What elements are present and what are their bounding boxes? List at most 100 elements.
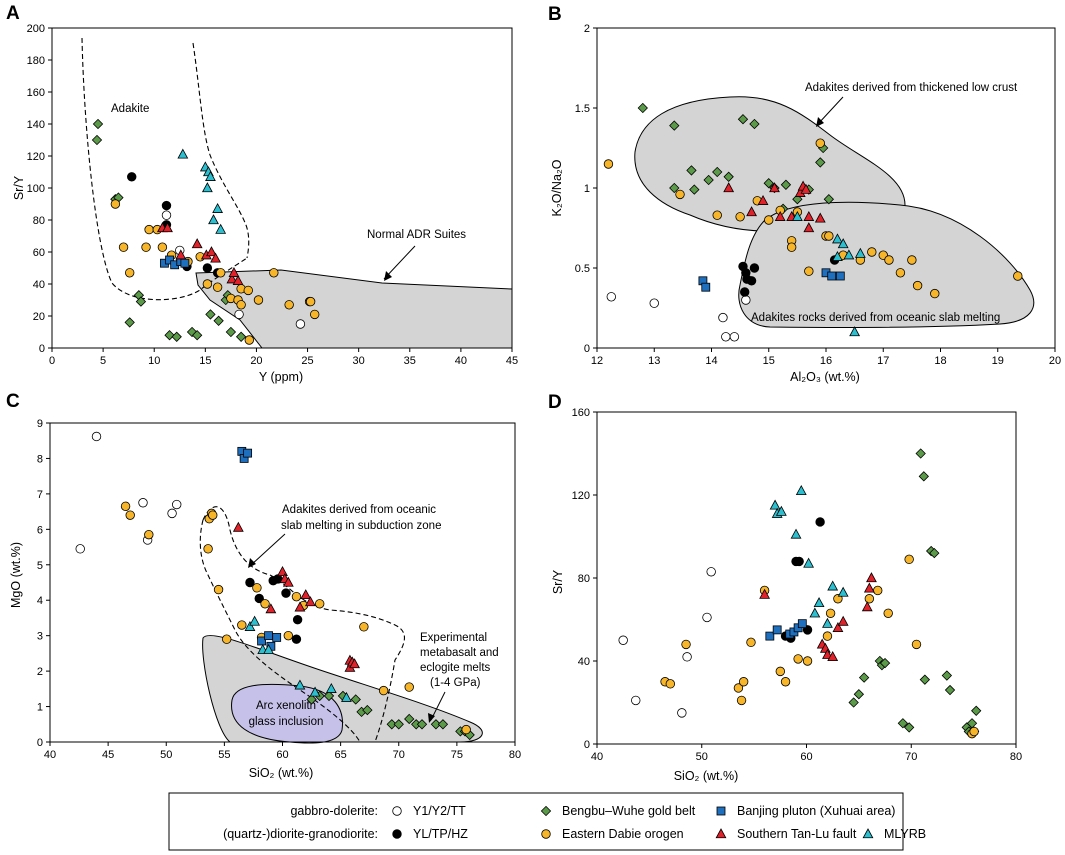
data-point-green xyxy=(712,166,723,178)
data-point-open xyxy=(682,652,692,662)
data-point-green xyxy=(437,719,449,730)
data-point-yellow xyxy=(904,554,914,565)
data-point-open xyxy=(729,332,740,342)
data-point-red xyxy=(226,273,238,284)
y-tick-label: 80 xyxy=(33,215,45,227)
annot-normal-adr: Normal ADR Suites xyxy=(367,229,466,241)
data-point-green xyxy=(386,719,397,730)
data-point-green xyxy=(792,194,803,205)
data-point-red xyxy=(162,222,173,233)
data-point-open xyxy=(718,312,728,323)
data-point-cyan xyxy=(208,214,219,225)
data-point-yellow xyxy=(824,231,834,241)
data-point-yellow xyxy=(911,639,922,650)
data-point-yellow xyxy=(930,288,940,299)
annot-arc-line1: Arc xenolith xyxy=(256,700,316,712)
data-point-red xyxy=(774,210,786,221)
panel-letter-d: D xyxy=(548,392,562,413)
marks-a xyxy=(91,118,320,345)
data-point-green xyxy=(164,330,175,341)
data-point-cyan xyxy=(854,247,866,258)
data-point-blue xyxy=(180,258,190,268)
data-point-red xyxy=(746,206,757,217)
data-point-green xyxy=(637,102,648,114)
data-point-red xyxy=(175,249,187,260)
data-point-yellow xyxy=(378,685,389,696)
axes-a: 0 5 10 15 20 25 30 35 40 45 0 20 40 60 80 100 120 140 160 1… xyxy=(27,23,518,367)
data-point-yellow xyxy=(681,639,691,650)
data-point-yellow xyxy=(746,637,756,648)
x-tick-label: 55 xyxy=(218,749,230,761)
arrow-normal-adr xyxy=(383,245,416,280)
data-point-green xyxy=(213,315,224,326)
data-point-yellow xyxy=(969,726,979,737)
data-point-black xyxy=(749,263,760,273)
x-tick-label: 45 xyxy=(102,749,114,761)
annot-slab-melting: Adakites rocks derived from oceanic slab… xyxy=(751,312,1000,324)
y-tick-label: 2 xyxy=(584,23,590,35)
data-point-black xyxy=(291,634,302,644)
data-point-open xyxy=(721,332,731,342)
data-point-green xyxy=(915,448,926,459)
panel-b: Adakites derived from thickened low crus… xyxy=(550,23,1061,384)
data-point-cyan xyxy=(849,326,861,337)
data-point-green xyxy=(723,171,734,182)
annot-thickened-crust: Adakites derived from thickened low crus… xyxy=(805,82,1018,94)
x-tick-label: 0 xyxy=(49,355,55,367)
legend-items: Y1/Y2/TT YL/TP/HZ Bengbu–Wuhe gold belt Eas… xyxy=(392,804,926,841)
data-point-black xyxy=(254,593,264,604)
x-tick-label: 20 xyxy=(1049,355,1061,367)
legend-marker-green xyxy=(540,805,552,817)
legend-row1-label: gabbro-dolerite: xyxy=(290,804,378,818)
data-point-red xyxy=(861,601,873,612)
data-point-green xyxy=(897,718,909,729)
data-point-cyan xyxy=(201,182,213,193)
legend-marker-open xyxy=(392,806,402,816)
data-point-yellow xyxy=(221,634,232,644)
arrowhead-thickened-crust xyxy=(816,117,824,127)
data-point-cyan xyxy=(249,615,261,626)
data-point-yellow xyxy=(213,584,224,595)
x-tick-label: 50 xyxy=(160,749,172,761)
legend-label-blue: Banjing pluton (Xuhuai area) xyxy=(737,804,895,818)
data-point-open xyxy=(91,431,102,442)
x-tick-label: 70 xyxy=(905,751,917,763)
data-point-yellow xyxy=(802,656,813,666)
data-point-yellow xyxy=(315,599,325,609)
data-point-blue xyxy=(701,282,711,292)
data-point-red xyxy=(191,238,203,249)
data-point-blue xyxy=(264,631,273,641)
data-point-cyan xyxy=(832,250,843,261)
data-point-cyan xyxy=(177,148,189,159)
y-tick-label: 1 xyxy=(37,702,43,714)
data-point-green xyxy=(235,331,247,342)
data-point-red xyxy=(232,274,244,285)
data-point-red xyxy=(759,588,771,599)
slab-melting-field xyxy=(738,201,1035,329)
data-point-red xyxy=(277,566,288,577)
x-tick-label: 60 xyxy=(800,751,812,763)
data-point-open xyxy=(741,295,751,305)
ylabel-a: Sr/Y xyxy=(12,175,26,200)
data-point-yellow xyxy=(864,594,875,604)
xlabel-b: Al₂O₃ (wt.%) xyxy=(790,370,860,384)
data-point-green xyxy=(404,713,415,725)
data-point-green xyxy=(971,705,982,716)
y-tick-label: 180 xyxy=(27,55,45,67)
arrowhead-slab xyxy=(248,558,256,568)
legend-label-black: YL/TP/HZ xyxy=(413,827,468,841)
data-point-open xyxy=(167,508,177,519)
data-point-red xyxy=(832,621,844,632)
panel-c: Adakites derived from oceanic slab melti… xyxy=(9,418,521,780)
y-tick-label: 40 xyxy=(578,656,590,668)
data-point-red xyxy=(282,576,294,587)
data-point-yellow xyxy=(404,682,414,692)
data-point-green xyxy=(350,694,361,705)
panel-a: Adakite Normal ADR Suites 0 5 10 15 20 25 30 35… xyxy=(12,23,518,384)
y-tick-label: 40 xyxy=(33,279,45,291)
data-point-yellow xyxy=(120,501,131,511)
x-tick-label: 80 xyxy=(509,749,521,761)
data-point-yellow xyxy=(912,280,923,291)
data-point-cyan xyxy=(791,210,803,221)
data-point-open xyxy=(677,708,687,718)
